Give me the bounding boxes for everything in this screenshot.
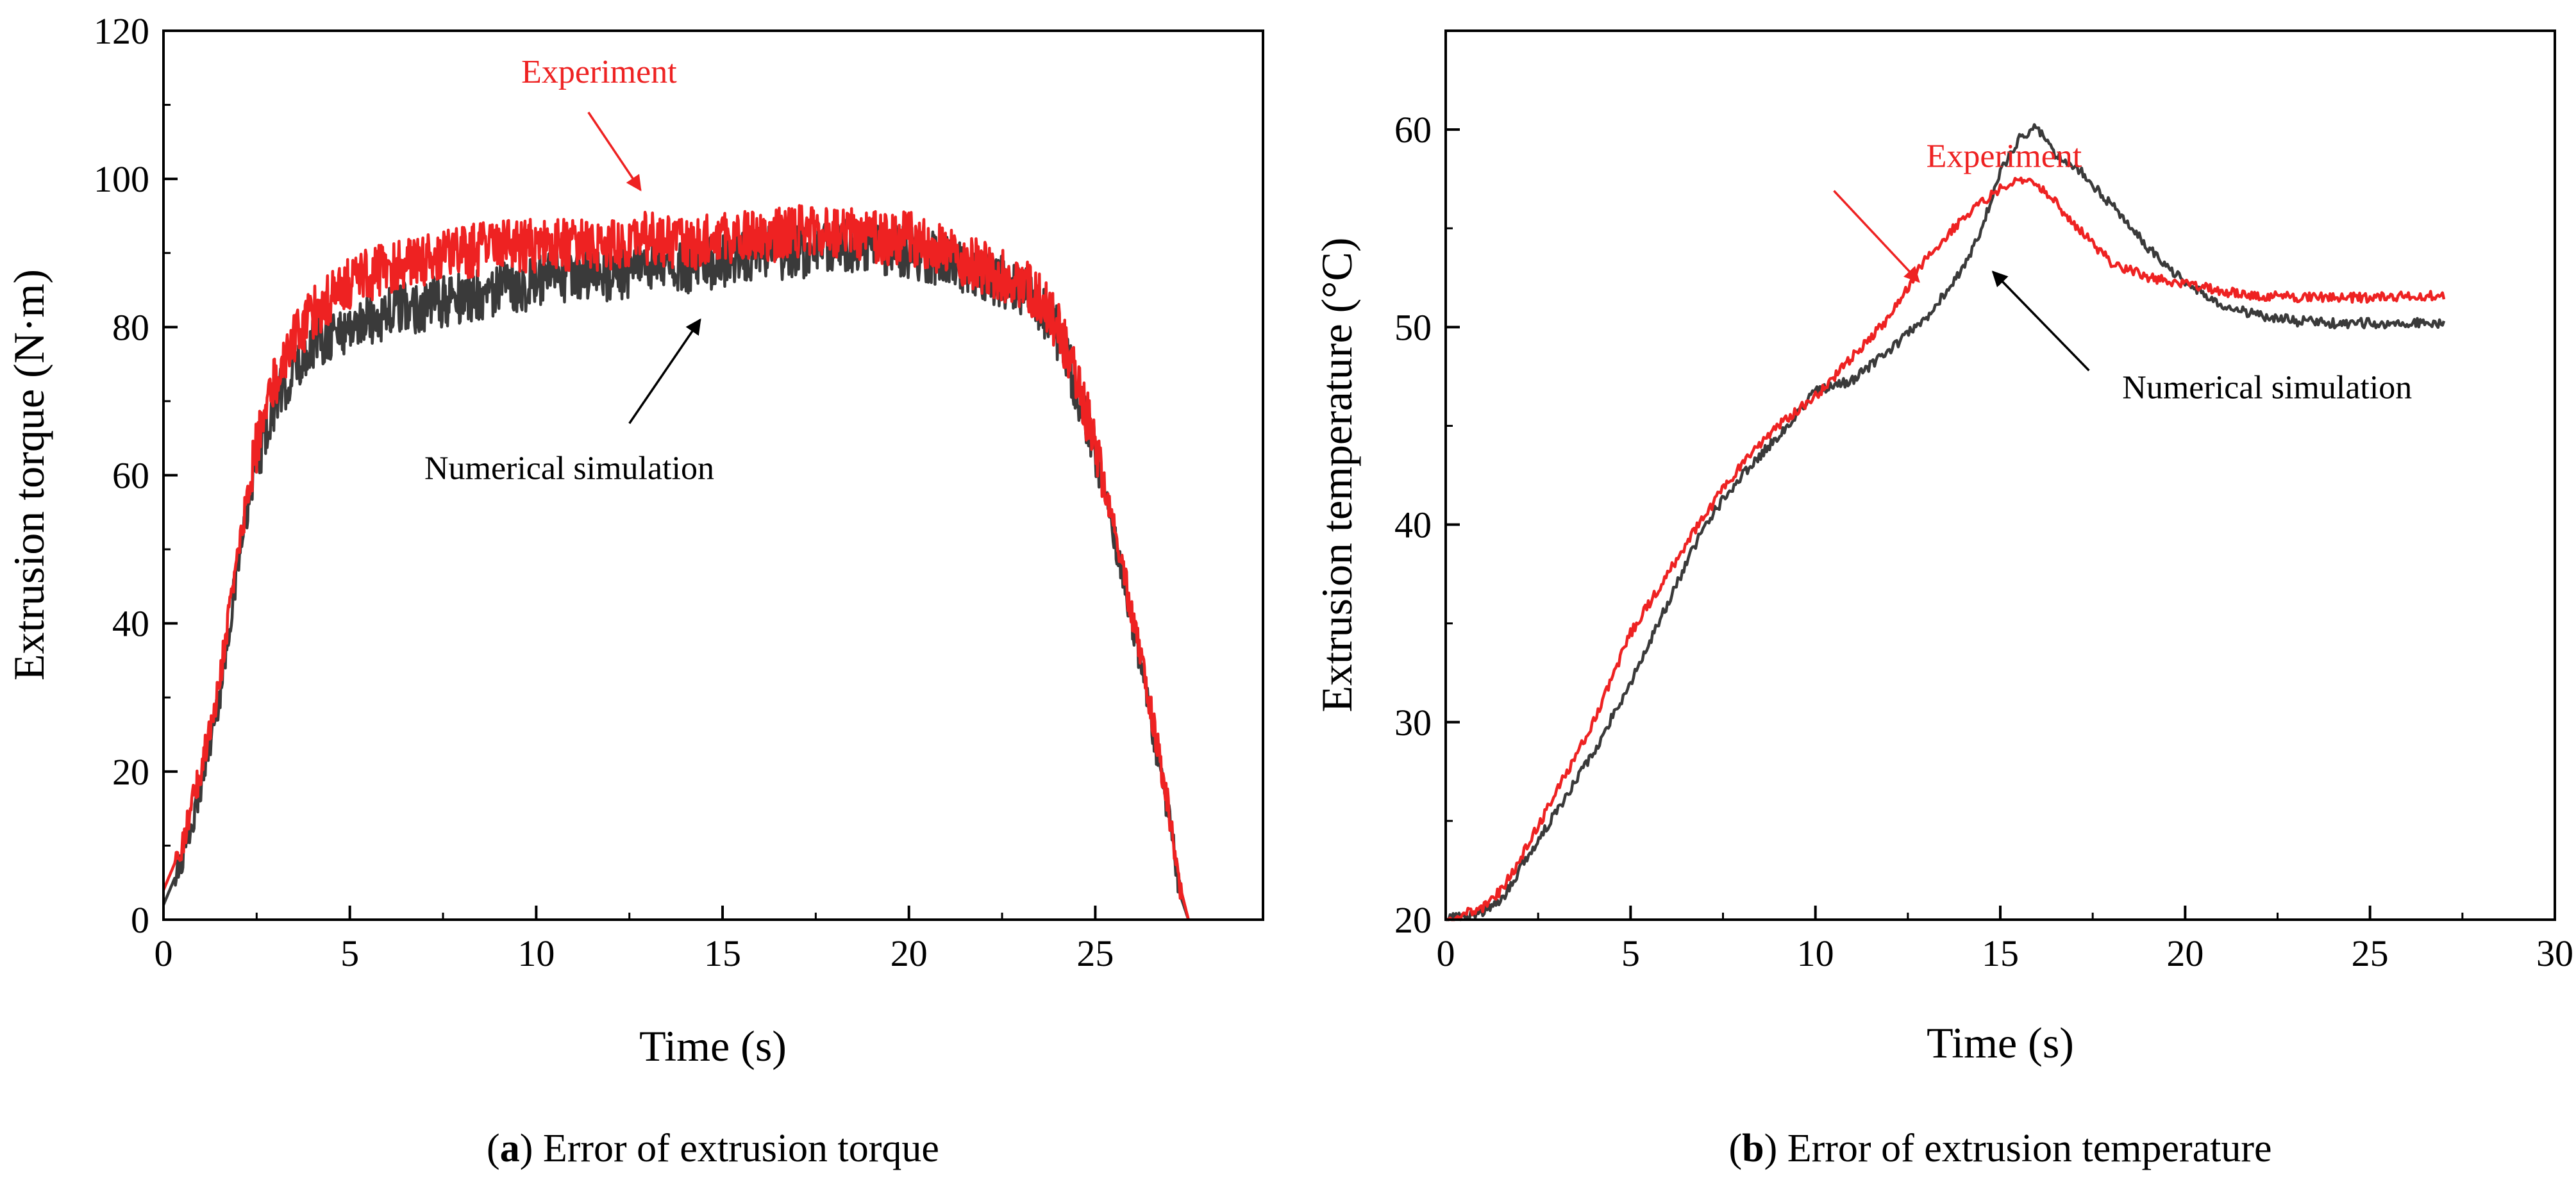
x-axis-ticks-a: 0 5 10 15 20 25 xyxy=(155,906,1114,974)
y-axis-title-b: Extrusion temperature (°C) xyxy=(1312,238,1361,713)
annotation-label-experiment: Experiment xyxy=(1927,138,2082,175)
annotation-label-experiment: Experiment xyxy=(521,54,677,90)
x-axis-title-b: Time (s) xyxy=(1927,1018,2074,1067)
x-tick-label: 5 xyxy=(1621,933,1640,974)
x-tick-label: 15 xyxy=(704,933,741,974)
chart-panel-b: 0 5 10 15 20 25 30 20 30 40 50 60 Experiment Numeri… xyxy=(1312,29,2573,1170)
annotation-arrow-experiment xyxy=(1833,190,1920,283)
x-tick-label: 0 xyxy=(155,933,173,974)
x-tick-label: 20 xyxy=(2166,933,2204,974)
y-tick-label: 20 xyxy=(1394,899,1432,941)
x-tick-label: 5 xyxy=(340,933,359,974)
series-group-b xyxy=(1445,123,2446,922)
annotation-arrow-numerical-simulation xyxy=(1991,270,2090,372)
y-axis-title-a: Extrusion torque (N·m) xyxy=(4,269,53,681)
annotation-label-numerical-simulation: Numerical simulation xyxy=(2122,369,2412,406)
annotation-arrow-experiment xyxy=(587,112,642,192)
caption-text-a: Error of extrusion torque xyxy=(543,1127,939,1170)
y-tick-label: 120 xyxy=(94,10,149,52)
annotations-b: Experiment Numerical simulation xyxy=(1833,138,2412,406)
y-tick-label: 100 xyxy=(94,158,149,200)
y-tick-label: 40 xyxy=(1394,504,1432,546)
y-tick-label: 50 xyxy=(1394,306,1432,348)
y-tick-label: 60 xyxy=(112,455,149,497)
y-tick-label: 30 xyxy=(1394,702,1432,743)
series-line-experiment xyxy=(1445,176,2446,922)
y-tick-label: 60 xyxy=(1394,109,1432,151)
caption-letter-a: a xyxy=(500,1127,520,1170)
annotations-a: Experiment Numerical simulation xyxy=(424,54,714,486)
y-tick-label: 0 xyxy=(131,899,149,941)
x-axis-ticks-b: 0 5 10 15 20 25 30 xyxy=(1437,906,2573,974)
x-tick-label: 20 xyxy=(891,933,928,974)
caption-b: (b) Error of extrusion temperature xyxy=(1728,1127,2271,1170)
x-tick-label: 15 xyxy=(1982,933,2019,974)
y-axis-ticks-a: 0 20 40 60 80 100 120 xyxy=(94,10,178,941)
x-tick-label: 10 xyxy=(517,933,555,974)
y-tick-label: 80 xyxy=(112,306,149,348)
series-group-a xyxy=(162,204,1190,920)
annotation-label-numerical-simulation: Numerical simulation xyxy=(424,450,714,486)
series-line-numerical-simulation xyxy=(1446,123,2446,922)
caption-letter-b: b xyxy=(1742,1127,1764,1170)
y-tick-label: 40 xyxy=(112,603,149,645)
caption-text-b: Error of extrusion temperature xyxy=(1787,1127,2272,1170)
x-tick-label: 25 xyxy=(2352,933,2389,974)
x-tick-label: 30 xyxy=(2536,933,2573,974)
x-axis-title-a: Time (s) xyxy=(639,1022,787,1070)
y-axis-ticks-b: 20 30 40 50 60 xyxy=(1394,109,1460,941)
annotation-arrow-numerical-simulation xyxy=(628,318,701,424)
y-tick-label: 20 xyxy=(112,751,149,793)
chart-panel-a: 0 5 10 15 20 25 0 20 40 60 80 100 120 Experiment Num… xyxy=(4,10,1264,1170)
caption-a: (a) Error of extrusion torque xyxy=(487,1127,939,1170)
series-line-experiment xyxy=(162,204,1190,920)
x-tick-label: 25 xyxy=(1076,933,1114,974)
x-tick-label: 10 xyxy=(1797,933,1834,974)
x-tick-label: 0 xyxy=(1437,933,1455,974)
